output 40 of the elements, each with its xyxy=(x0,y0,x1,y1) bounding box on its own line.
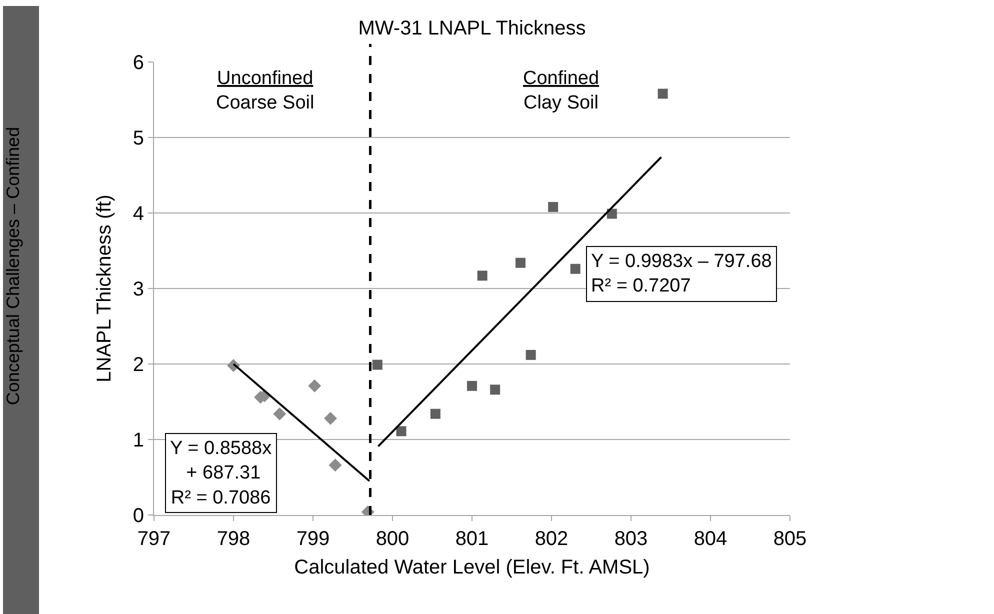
point xyxy=(372,360,382,370)
point xyxy=(273,407,286,420)
point xyxy=(324,412,337,425)
point xyxy=(328,458,342,472)
point xyxy=(606,208,617,219)
point xyxy=(526,350,536,360)
x-tick-label: 805 xyxy=(773,528,807,550)
x-axis-title: Calculated Water Level (Elev. Ft. AMSL) xyxy=(294,556,650,578)
sidebar-panel: Conceptual Challenges – Confined xyxy=(3,6,39,614)
annotation: Confined Clay Soil xyxy=(523,68,600,114)
y-tick-label: 4 xyxy=(132,203,144,225)
y-tick-label: 5 xyxy=(132,128,144,150)
x-tick-label: 803 xyxy=(614,528,648,550)
y-tick-label: 3 xyxy=(132,278,144,300)
point xyxy=(396,426,406,436)
x-tick-label: 800 xyxy=(376,528,410,550)
point xyxy=(658,88,668,99)
y-axis-title: LNAPL Thickness (ft) xyxy=(93,194,116,382)
chart-title: MW-31 LNAPL Thickness xyxy=(358,18,586,40)
annotation: Y = 0.9983x – 797.68 R² = 0.7207 xyxy=(591,251,772,297)
x-tick-label: 801 xyxy=(455,528,489,550)
point xyxy=(490,384,500,395)
point xyxy=(516,258,526,268)
annotation: Y = 0.8588x + 687.31 R² = 0.7086 xyxy=(170,438,272,508)
x-tick-label: 797 xyxy=(137,528,171,550)
y-tick-label: 0 xyxy=(132,505,144,527)
y-tick-label: 6 xyxy=(132,52,144,74)
x-tick-label: 799 xyxy=(296,528,330,550)
point xyxy=(477,270,488,281)
x-tick-label: 802 xyxy=(534,528,568,550)
x-tick-label: 798 xyxy=(216,528,250,550)
point xyxy=(570,264,580,274)
point xyxy=(467,380,477,391)
point xyxy=(430,408,440,419)
y-tick-label: 1 xyxy=(132,430,144,452)
x-tick-label: 804 xyxy=(694,528,728,550)
point xyxy=(308,379,322,392)
annotation: Unconfined Coarse Soil xyxy=(216,68,314,114)
point xyxy=(548,202,558,212)
y-tick-label: 2 xyxy=(132,354,144,376)
